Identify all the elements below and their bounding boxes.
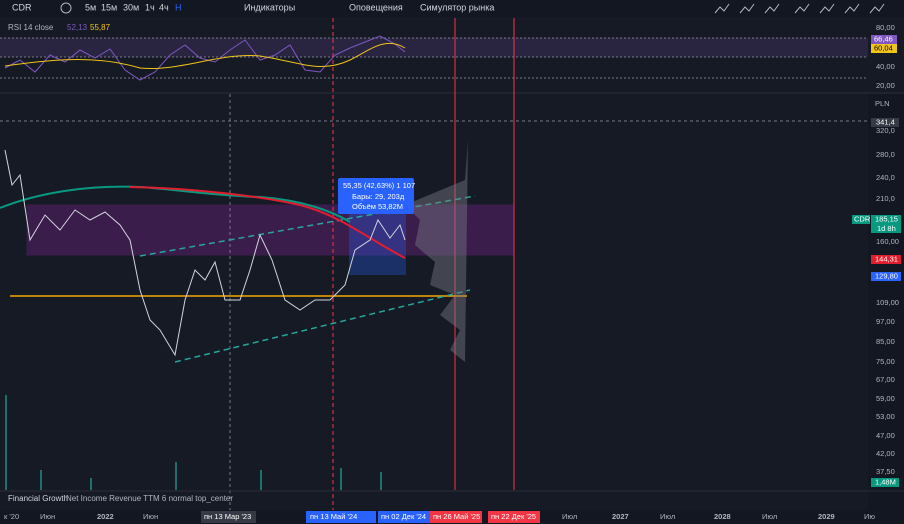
time-label: Ию xyxy=(864,512,875,521)
replay-button[interactable]: Симулятор рынка xyxy=(420,2,494,12)
rsi-label: RSI 14 close xyxy=(8,23,54,32)
time-label: 2028 xyxy=(714,512,731,521)
rsi-ma-badge-text: 60,04 xyxy=(874,43,893,52)
price-badge xyxy=(871,118,899,127)
compare-button[interactable] xyxy=(60,2,72,14)
rsi-badge-text: 66,46 xyxy=(874,34,893,43)
time-badge xyxy=(378,511,433,523)
time-label: 2027 xyxy=(612,512,629,521)
tooltip-line: Объём 53,82M xyxy=(352,202,403,211)
time-label: к '20 xyxy=(4,512,19,521)
volume-bars xyxy=(5,395,382,490)
time-badge xyxy=(306,511,376,523)
rsi-ma xyxy=(4,43,406,70)
volume-badge xyxy=(871,478,899,487)
symbol-badge-text: CDR xyxy=(854,214,871,223)
price-badge-text: 341,4 xyxy=(876,117,895,126)
time-label: 2022 xyxy=(97,512,114,521)
rsi-ma-value: 55,87 xyxy=(90,23,111,32)
price-label: 240,0 xyxy=(876,173,895,182)
moving-average xyxy=(129,186,406,259)
volume-profile xyxy=(405,140,468,362)
rsi-ma-badge xyxy=(871,44,897,53)
price-label: 109,00 xyxy=(876,298,899,307)
toolbar xyxy=(0,0,904,17)
price-label: 280,0 xyxy=(876,150,895,159)
interval[interactable]: 4ч xyxy=(159,2,169,12)
time-label: Июл xyxy=(660,512,675,521)
ma-badge-text: 144,31 xyxy=(875,254,898,263)
measure-badge xyxy=(871,272,901,281)
price-label: 47,00 xyxy=(876,431,895,440)
measure-box xyxy=(349,205,406,275)
currency-button[interactable]: PLN xyxy=(875,99,890,108)
time-label: Июл xyxy=(762,512,777,521)
interval[interactable]: 15м xyxy=(101,2,117,12)
price-label: 320,0 xyxy=(876,126,895,135)
time-badge-text: пн 13 Май '24 xyxy=(310,512,357,521)
rsi-band xyxy=(0,38,868,57)
time-badge-text: пн 22 Дек '25 xyxy=(491,512,536,521)
symbol-search[interactable]: CDR xyxy=(12,2,32,12)
last-price: 185,15 xyxy=(875,214,898,223)
price-label: 42,00 xyxy=(876,449,895,458)
rsi-badge xyxy=(871,35,897,44)
time-badge xyxy=(488,511,540,523)
time-label: Июн xyxy=(143,512,158,521)
price-label: 75,00 xyxy=(876,357,895,366)
interval-active[interactable]: Н xyxy=(175,2,182,12)
price-label: 67,00 xyxy=(876,375,895,384)
rsi-axis-label: 20,00 xyxy=(876,81,895,90)
price-axis xyxy=(868,94,904,510)
drawing-tools xyxy=(714,3,885,14)
time-badge-text: пн 26 Май '25 xyxy=(433,512,480,521)
rsi-line xyxy=(4,35,406,81)
price-label: 97,00 xyxy=(876,317,895,326)
tooltip-line: 55,35 (42,63%) 1 107 xyxy=(343,181,415,190)
price-label: 210,0 xyxy=(876,194,895,203)
trend-line xyxy=(139,195,476,257)
price-series xyxy=(4,149,406,357)
pane-label: Financial Growth xyxy=(8,494,68,503)
tooltip-line: Бары: 29, 203д xyxy=(352,192,405,201)
time-label: Июн xyxy=(40,512,55,521)
range-box xyxy=(26,204,514,256)
time-badge xyxy=(430,511,482,523)
time-badge-text: пн 13 Мар '23 xyxy=(204,512,251,521)
time-label: Июл xyxy=(562,512,577,521)
pane-params: Net Income Revenue TTM 6 normal top_cent… xyxy=(66,494,233,503)
interval[interactable]: 5м xyxy=(85,2,96,12)
rsi-axis-label: 40,00 xyxy=(876,62,895,71)
time-label: 2029 xyxy=(818,512,835,521)
time-badge xyxy=(201,511,256,523)
interval[interactable]: 30м xyxy=(123,2,139,12)
price-label: 37,50 xyxy=(876,467,895,476)
ma-badge xyxy=(871,255,901,264)
rsi-value: 52,13 xyxy=(67,23,88,32)
price-label: 53,00 xyxy=(876,412,895,421)
alerts-button[interactable]: Оповещения xyxy=(349,2,403,12)
measure-badge-text: 129,80 xyxy=(875,271,898,280)
interval[interactable]: 1ч xyxy=(145,2,155,12)
moving-average xyxy=(0,185,351,223)
last-price-badge xyxy=(871,215,901,233)
symbol-badge xyxy=(852,215,870,224)
price-label: 59,00 xyxy=(876,394,895,403)
time-badge-text: пн 02 Дек '24 xyxy=(381,512,426,521)
volume-badge-text: 1,48M xyxy=(875,477,896,486)
price-label: 85,00 xyxy=(876,337,895,346)
countdown: 1d 8h xyxy=(877,224,896,233)
trend-line xyxy=(174,289,471,363)
indicators-button[interactable]: Индикаторы xyxy=(244,2,295,12)
measure-tooltip xyxy=(338,178,414,214)
rsi-axis-label: 80,00 xyxy=(876,23,895,32)
price-label: 160,00 xyxy=(876,237,899,246)
